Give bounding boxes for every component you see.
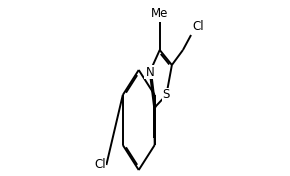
- Text: S: S: [163, 89, 170, 102]
- Text: Cl: Cl: [94, 159, 106, 171]
- Text: N: N: [145, 65, 154, 78]
- Text: Me: Me: [151, 7, 168, 20]
- Text: Cl: Cl: [192, 20, 204, 33]
